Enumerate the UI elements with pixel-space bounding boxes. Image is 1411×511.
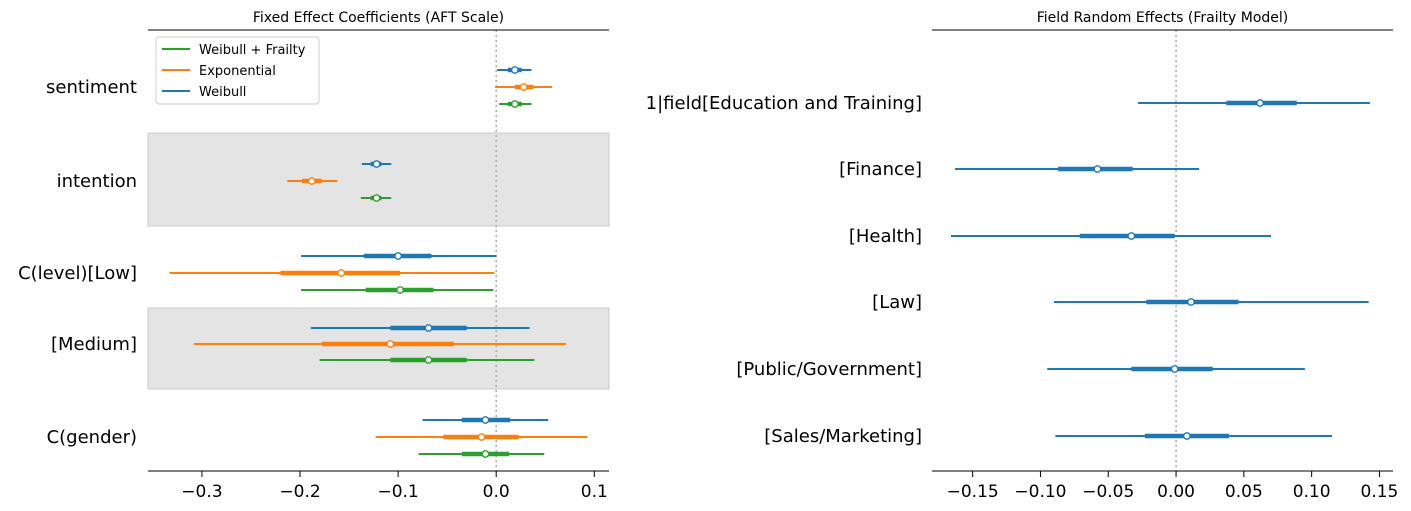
right-x-tick-label: 0.00 [1157, 482, 1195, 502]
right-chart-title: Field Random Effects (Frailty Model) [1037, 10, 1289, 26]
c-gender-weibull-interval-4-0 [422, 416, 549, 424]
c-level-low-weibull-interval-2-0 [301, 252, 497, 260]
c-gender-weibull-frailty-interval-4-2 [418, 450, 545, 458]
left-intervals [169, 66, 588, 458]
public-government-interval-4 [1047, 365, 1305, 373]
intention-exponential-interval-1-1 [287, 177, 338, 185]
c-level-low-exponential-interval-2-1 [169, 269, 495, 277]
mean-point [372, 160, 381, 168]
legend-label-weibull: Weibull [199, 85, 246, 100]
mean-point [1127, 232, 1136, 240]
y-label-intention: intention [57, 171, 137, 192]
right-x-tick-label: −0.05 [1082, 482, 1134, 502]
mean-point [396, 286, 404, 294]
mean-point [424, 324, 433, 332]
right-x-tick-label: 0.15 [1361, 482, 1399, 502]
group-band-medium [147, 307, 610, 390]
mean-point [1170, 365, 1179, 373]
y-label-c-level-low: C(level)[Low] [18, 263, 137, 284]
left-x-ticks: −0.3 −0.2 −0.1 0.0 0.1 [181, 471, 608, 502]
mean-point [1093, 165, 1102, 173]
legend-box [155, 36, 320, 105]
left-y-labels: sentiment intention C(level)[Low] [Medium] C… [18, 77, 137, 448]
random-effects-panel: Field Random Effects (Frailty Model) −0.… [646, 10, 1399, 502]
y-label-sales-marketing: [Sales/Marketing] [764, 426, 922, 447]
group-band-intention [147, 132, 610, 227]
y-label-public-government: [Public/Government] [736, 359, 922, 380]
y-label-c-gender: C(gender) [47, 427, 137, 448]
mean-point [481, 450, 490, 458]
legend-label-weibull-frailty: Weibull + Frailty [199, 43, 306, 58]
c-gender-exponential-interval-4-1 [375, 433, 588, 441]
legend-label-exponential: Exponential [199, 64, 276, 79]
right-x-tick-label: −0.15 [947, 482, 999, 502]
left-x-tick-label: −0.2 [279, 482, 320, 502]
left-x-tick-label: −0.1 [377, 482, 418, 502]
mean-point [424, 356, 433, 364]
1-field-education-and-training-interval-0 [1138, 99, 1370, 107]
medium-exponential-interval-3-1 [194, 340, 566, 348]
right-x-tick-label: 0.05 [1225, 482, 1263, 502]
fixed-effects-panel: Fixed Effect Coefficients (AFT Scale) −0… [18, 10, 610, 502]
mean-point [394, 252, 402, 260]
right-x-tick-label: −0.10 [1014, 482, 1066, 502]
left-group-bands [147, 132, 610, 390]
mean-point [1183, 432, 1191, 440]
y-label-sentiment: sentiment [46, 77, 137, 98]
mean-point [510, 100, 519, 108]
intention-weibull-interval-1-0 [361, 160, 392, 168]
mean-point [477, 433, 486, 441]
sentiment-weibull-frailty-interval-0-2 [499, 100, 532, 108]
mean-point [510, 66, 519, 74]
intention-weibull-frailty-interval-1-2 [360, 194, 392, 202]
mean-point [1187, 298, 1195, 306]
right-x-ticks: −0.15 −0.10 −0.05 0.00 0.05 0.10 0.15 [947, 471, 1399, 502]
right-x-tick-label: 0.10 [1293, 482, 1331, 502]
mean-point [372, 194, 381, 202]
health-interval-2 [950, 232, 1271, 240]
c-level-low-weibull-frailty-interval-2-2 [301, 286, 494, 294]
finance-interval-1 [955, 165, 1200, 173]
right-intervals [950, 99, 1370, 440]
sales-marketing-interval-5 [1055, 432, 1332, 440]
left-x-tick-label: −0.3 [181, 482, 222, 502]
legend-items: Weibull + Frailty Exponential Weibull [162, 43, 306, 100]
y-label-medium: [Medium] [51, 334, 137, 355]
law-interval-3 [1054, 298, 1369, 306]
left-x-tick-label: 0.0 [483, 482, 510, 502]
mean-point [337, 269, 346, 277]
medium-weibull-interval-3-0 [310, 324, 530, 332]
sentiment-weibull-interval-0-0 [497, 66, 532, 74]
mean-point [481, 416, 490, 424]
medium-weibull-frailty-interval-3-2 [319, 356, 535, 364]
left-chart-title: Fixed Effect Coefficients (AFT Scale) [253, 10, 504, 26]
sentiment-exponential-interval-0-1 [495, 83, 553, 91]
mean-point [1256, 99, 1264, 107]
left-x-tick-label: 0.1 [581, 482, 608, 502]
mean-point [386, 340, 395, 348]
mean-point [307, 177, 316, 185]
y-label-finance: [Finance] [839, 159, 922, 180]
legend: Weibull + Frailty Exponential Weibull [155, 36, 320, 105]
mean-point [519, 83, 528, 91]
right-y-labels: 1|field[Education and Training] [Finance]… [646, 93, 922, 447]
y-label-law: [Law] [872, 292, 922, 313]
y-label-health: [Health] [849, 226, 922, 247]
y-label-1-field-education-and-training: 1|field[Education and Training] [646, 93, 922, 114]
